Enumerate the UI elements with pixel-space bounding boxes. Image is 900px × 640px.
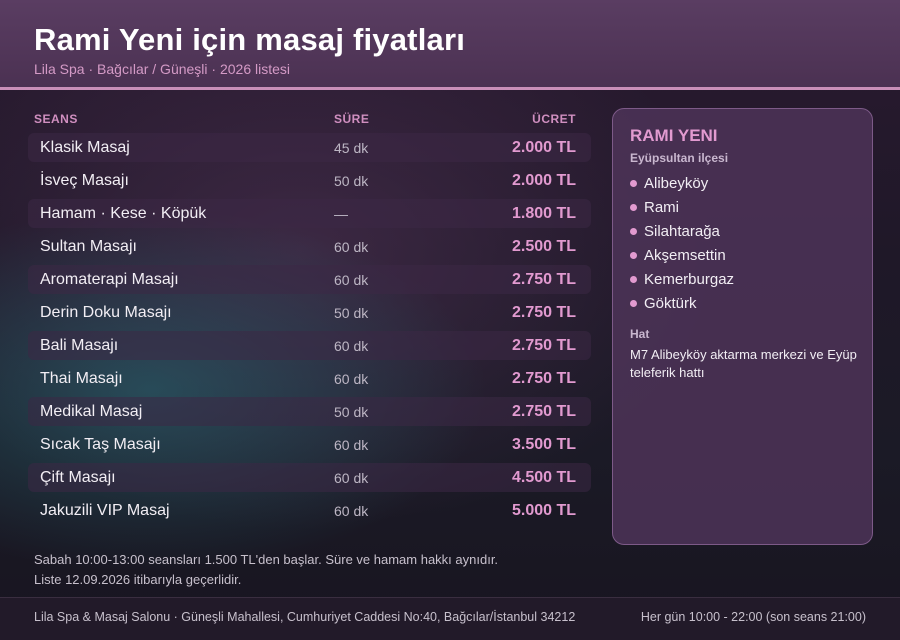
neighbourhood-list: Alibeyköy Rami Silahtarağa Akşemsettin Kemer… [630, 171, 734, 315]
service-price: 2.000 TL [511, 139, 576, 156]
service-price: 2.000 TL [511, 172, 576, 189]
list-item: Akşemsettin [630, 243, 734, 267]
list-item: Kemerburgaz [630, 267, 734, 291]
service-price: 1.800 TL [511, 205, 576, 222]
service-name: Bali Masajı [40, 337, 119, 354]
table-row: Bali Masajı 60 dk 2.750 TL [28, 331, 591, 360]
neighbourhood-name: Göktürk [644, 294, 697, 312]
neighbourhood-name: Kemerburgaz [644, 270, 735, 288]
list-item: Göktürk [630, 291, 734, 315]
neighbourhood-name: Alibeyköy [644, 174, 709, 192]
bullet-icon [630, 299, 637, 307]
list-item: Alibeyköy [630, 171, 734, 195]
price-table: Klasik Masaj 45 dk 2.000 TL İsveç Masajı 50 … [28, 133, 591, 529]
list-item: Rami [630, 195, 734, 219]
service-name: Hamam · Kese · Köpük [40, 205, 207, 222]
service-duration: 60 dk [334, 371, 369, 387]
service-duration: 60 dk [334, 338, 369, 354]
transit-text: M7 Alibeyköy aktarma merkezi ve Eyüp tel… [630, 347, 857, 380]
service-duration: 60 dk [334, 239, 369, 255]
service-name: İsveç Masajı [40, 172, 129, 189]
service-name: Sıcak Taş Masajı [40, 436, 161, 453]
service-price: 2.750 TL [511, 337, 576, 354]
table-row: Çift Masajı 60 dk 4.500 TL [28, 463, 591, 492]
service-price: 2.750 TL [511, 271, 576, 288]
neighbourhood-name: Rami [644, 198, 680, 216]
bullet-icon [630, 179, 637, 187]
transit-label: Hat [630, 327, 650, 341]
page-title: Rami Yeni için masaj fiyatları [34, 22, 466, 57]
service-duration: 50 dk [334, 404, 369, 420]
service-duration: 60 dk [334, 503, 369, 519]
service-name: Çift Masajı [40, 469, 116, 486]
bullet-icon [630, 251, 637, 259]
service-name: Klasik Masaj [40, 139, 130, 156]
service-name: Aromaterapi Masajı [40, 271, 179, 288]
footer: Lila Spa & Masaj Salonu · Güneşli Mahall… [0, 597, 900, 640]
bullet-icon [630, 203, 637, 211]
note-morning-sessions: Sabah 10:00-13:00 seansları 1.500 TL'den… [34, 552, 499, 567]
neighbourhood-name: Akşemsettin [644, 246, 726, 264]
service-price: 2.500 TL [511, 238, 576, 255]
service-price: 4.500 TL [511, 469, 576, 486]
column-header-session: SEANS [34, 112, 78, 126]
neighbourhood-card: RAMI YENI Eyüpsultan ilçesi Alibeyköy Ram… [612, 108, 873, 545]
service-duration: 50 dk [334, 173, 369, 189]
table-row: Sıcak Taş Masajı 60 dk 3.500 TL [28, 430, 591, 459]
service-price: 5.000 TL [511, 502, 576, 519]
bullet-icon [630, 227, 637, 235]
neighbourhood-name: Silahtarağa [644, 222, 720, 240]
footer-hours: Her gün 10:00 - 22:00 (son seans 21:00) [640, 610, 866, 624]
table-row: Sultan Masajı 60 dk 2.500 TL [28, 232, 591, 261]
bullet-icon [630, 275, 637, 283]
page-header: Rami Yeni için masaj fiyatları Lila Spa … [0, 0, 900, 90]
service-duration: 50 dk [334, 305, 369, 321]
service-name: Sultan Masajı [40, 238, 137, 255]
table-row: Thai Masajı 60 dk 2.750 TL [28, 364, 591, 393]
table-row: Medikal Masaj 50 dk 2.750 TL [28, 397, 591, 426]
note-validity: Liste 12.09.2026 itibarıyla geçerlidir. [34, 572, 242, 587]
service-duration: 60 dk [334, 437, 369, 453]
service-name: Thai Masajı [40, 370, 123, 387]
service-price: 3.500 TL [511, 436, 576, 453]
table-row: Hamam · Kese · Köpük — 1.800 TL [28, 199, 591, 228]
table-row: Derin Doku Masajı 50 dk 2.750 TL [28, 298, 591, 327]
card-title: RAMI YENI [630, 126, 718, 145]
service-price: 2.750 TL [511, 403, 576, 420]
column-header-price: ÜCRET [532, 112, 576, 126]
card-subtitle: Eyüpsultan ilçesi [630, 151, 729, 165]
list-item: Silahtarağa [630, 219, 734, 243]
service-duration: 45 dk [334, 140, 369, 156]
service-duration: 60 dk [334, 272, 369, 288]
service-name: Derin Doku Masajı [40, 304, 172, 321]
page-subtitle: Lila Spa · Bağcılar / Güneşli · 2026 lis… [34, 61, 291, 77]
service-price: 2.750 TL [511, 304, 576, 321]
footer-address: Lila Spa & Masaj Salonu · Güneşli Mahall… [34, 610, 576, 624]
column-header-duration: SÜRE [334, 112, 370, 126]
table-row: Jakuzili VIP Masaj 60 dk 5.000 TL [28, 496, 591, 525]
service-duration: — [334, 206, 348, 222]
service-name: Jakuzili VIP Masaj [40, 502, 170, 519]
table-row: Aromaterapi Masajı 60 dk 2.750 TL [28, 265, 591, 294]
service-price: 2.750 TL [511, 370, 576, 387]
service-name: Medikal Masaj [40, 403, 143, 420]
service-duration: 60 dk [334, 470, 369, 486]
table-row: İsveç Masajı 50 dk 2.000 TL [28, 166, 591, 195]
table-row: Klasik Masaj 45 dk 2.000 TL [28, 133, 591, 162]
